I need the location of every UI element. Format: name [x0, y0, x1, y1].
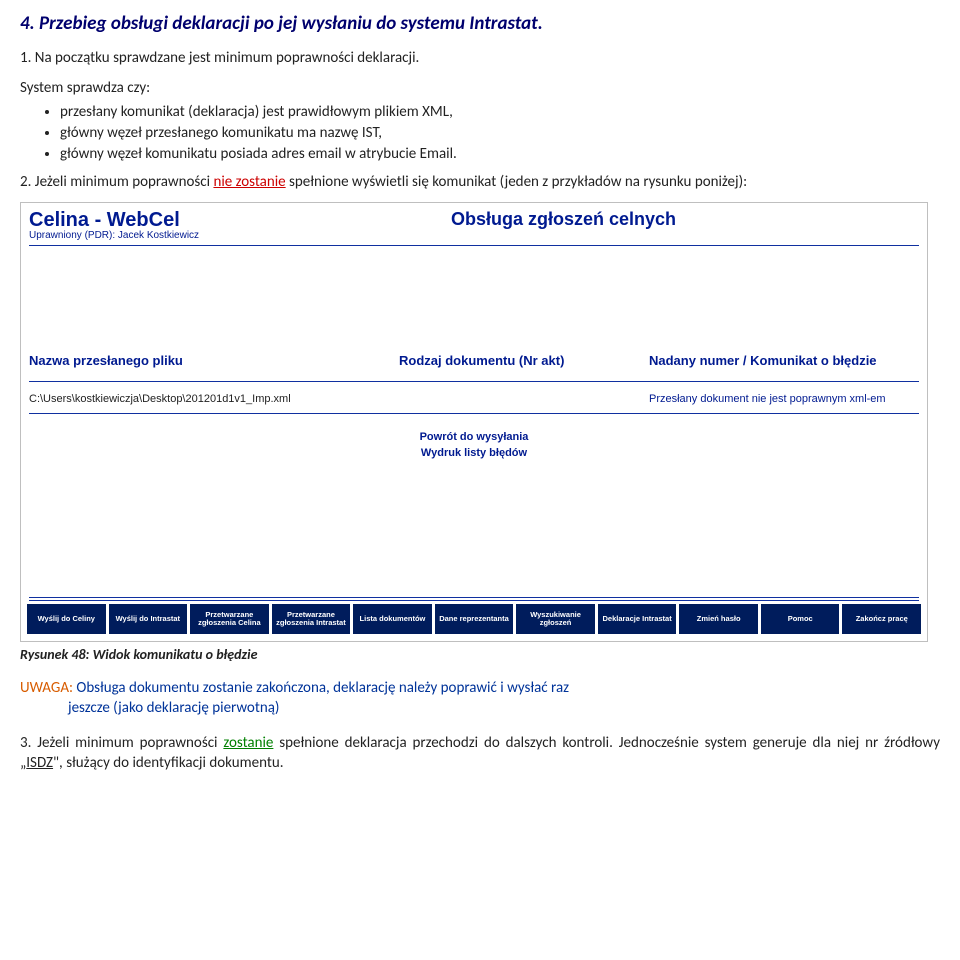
col-header-file: Nazwa przesłanego pliku — [29, 353, 399, 368]
rule-5 — [29, 600, 919, 601]
section-title: 4. Przebieg obsługi deklaracji po jej wy… — [20, 12, 940, 35]
nav-help[interactable]: Pomoc — [761, 604, 840, 634]
nav-search[interactable]: Wyszukiwanie zgłoszeń — [516, 604, 595, 634]
row-error: Przesłany dokument nie jest poprawnym xm… — [649, 393, 919, 405]
para-not-passed: 2. Jeżeli minimum poprawności nie zostan… — [20, 173, 940, 192]
row-type — [399, 393, 649, 405]
warning-note: UWAGA: Obsługa dokumentu zostanie zakońc… — [20, 679, 940, 718]
check-list: przesłany komunikat (deklaracja) jest pr… — [20, 103, 940, 163]
nav-proc-celina[interactable]: Przetwarzane zgłoszenia Celina — [190, 604, 269, 634]
rule-3 — [29, 413, 919, 414]
warning-a: Obsługa dokumentu zostanie zakończona, d… — [73, 679, 569, 697]
check-item-1: przesłany komunikat (deklaracja) jest pr… — [60, 103, 940, 121]
p4-isdz: ISDZ — [26, 754, 53, 772]
rule-2 — [29, 381, 919, 382]
link-back[interactable]: Powrót do wysyłania — [21, 431, 927, 443]
row-file: C:\Users\kostkiewiczja\Desktop\201201d1v… — [29, 393, 399, 405]
bottom-nav: Wyślij do Celiny Wyślij do Intrastat Prz… — [27, 604, 921, 634]
intro-para-1: 1. Na początku sprawdzane jest minimum p… — [20, 49, 940, 67]
para-passed: 3. Jeżeli minimum poprawności zostanie s… — [20, 734, 940, 773]
p3-b: spełnione wyświetli się komunikat (jeden… — [286, 173, 748, 191]
rule-1 — [29, 245, 919, 246]
app-subtitle: Uprawniony (PDR): Jacek Kostkiewicz — [29, 230, 919, 241]
check-item-2: główny węzeł przesłanego komunikatu ma n… — [60, 124, 940, 142]
rule-4 — [29, 597, 919, 598]
nav-doc-list[interactable]: Lista dokumentów — [353, 604, 432, 634]
nav-rep-data[interactable]: Dane reprezentanta — [435, 604, 514, 634]
result-row: C:\Users\kostkiewiczja\Desktop\201201d1v… — [29, 393, 919, 405]
col-header-msg: Nadany numer / Komunikat o błędzie — [649, 353, 919, 368]
nav-change-pw[interactable]: Zmień hasło — [679, 604, 758, 634]
figure-caption: Rysunek 48: Widok komunikatu o błędzie — [20, 646, 940, 663]
link-print-errors[interactable]: Wydruk listy błędów — [21, 447, 927, 459]
p4-c: ", służący do identyfikacji dokumentu. — [53, 754, 283, 772]
nav-logout[interactable]: Zakończ pracę — [842, 604, 921, 634]
p4-z: zostanie — [223, 734, 273, 752]
intro-para-2: System sprawdza czy: — [20, 79, 940, 97]
nav-proc-intrastat[interactable]: Przetwarzane zgłoszenia Intrastat — [272, 604, 351, 634]
screenshot-panel: Celina - WebCel Uprawniony (PDR): Jacek … — [20, 202, 928, 642]
app-heading: Obsługa zgłoszeń celnych — [451, 209, 676, 230]
column-headers: Nazwa przesłanego pliku Rodzaj dokumentu… — [29, 353, 919, 368]
warning-label: UWAGA: — [20, 679, 73, 697]
col-header-type: Rodzaj dokumentu (Nr akt) — [399, 353, 649, 368]
p3-nz: nie zostanie — [213, 173, 285, 191]
nav-send-celina[interactable]: Wyślij do Celiny — [27, 604, 106, 634]
check-item-3: główny węzeł komunikatu posiada adres em… — [60, 145, 940, 163]
p3-a: 2. Jeżeli minimum poprawności — [20, 173, 213, 191]
warning-b: jeszcze (jako deklarację pierwotną) — [20, 699, 940, 719]
nav-decl-intrastat[interactable]: Deklaracje Intrastat — [598, 604, 677, 634]
center-links: Powrót do wysyłania Wydruk listy błędów — [21, 427, 927, 463]
p4-a: 3. Jeżeli minimum poprawności — [20, 734, 223, 752]
nav-send-intrastat[interactable]: Wyślij do Intrastat — [109, 604, 188, 634]
